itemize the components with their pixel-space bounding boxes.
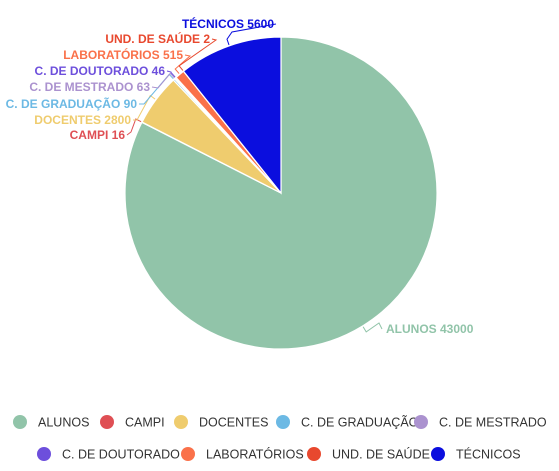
legend-item-tecnicos[interactable]: TÉCNICOS xyxy=(431,447,521,462)
leader-line-c-de-doutorado xyxy=(166,70,176,78)
slice-label-c-de-graduacao: C. DE GRADUAÇÃO 90 xyxy=(6,96,138,111)
legend-label-c-de-graduacao: C. DE GRADUAÇÃO xyxy=(301,416,419,430)
leader-line-tecnicos xyxy=(226,23,277,46)
slice-label-tecnicos: TÉCNICOS 5600 xyxy=(182,16,274,31)
legend-label-c-de-mestrado: C. DE MESTRADO xyxy=(439,416,547,430)
slice-label-c-de-mestrado: C. DE MESTRADO 63 xyxy=(29,80,150,94)
legend-item-c-de-mestrado[interactable]: C. DE MESTRADO xyxy=(414,415,547,430)
legend-label-campi: CAMPI xyxy=(125,416,165,430)
legend-item-docentes[interactable]: DOCENTES xyxy=(174,415,268,430)
legend-item-laboratorios[interactable]: LABORATÓRIOS xyxy=(181,447,304,462)
leader-line-c-de-mestrado xyxy=(151,72,175,89)
leader-line-docentes xyxy=(133,94,156,121)
legend-swatch-tecnicos xyxy=(431,447,445,461)
leader-line-alunos xyxy=(362,322,383,333)
pie-slice-tecnicos[interactable] xyxy=(182,36,282,195)
pie-slices xyxy=(124,36,438,350)
legend-item-alunos[interactable]: ALUNOS xyxy=(13,415,89,430)
pie-slice-alunos[interactable] xyxy=(124,36,438,350)
legend-swatch-laboratorios xyxy=(181,447,195,461)
legend-swatch-c-de-doutorado xyxy=(37,447,51,461)
legend-label-tecnicos: TÉCNICOS xyxy=(456,447,521,462)
slice-label-laboratorios: LABORATÓRIOS 515 xyxy=(63,47,183,62)
slice-label-docentes: DOCENTES 2800 xyxy=(34,113,131,127)
legend-swatch-und-de-saude xyxy=(307,447,321,461)
legend-label-c-de-doutorado: C. DE DOUTORADO xyxy=(62,448,180,462)
slice-label-alunos: ALUNOS 43000 xyxy=(386,322,474,336)
legend-swatch-c-de-mestrado xyxy=(414,415,428,429)
legend-swatch-c-de-graduacao xyxy=(276,415,290,429)
legend-item-c-de-graduacao[interactable]: C. DE GRADUAÇÃO xyxy=(276,415,419,430)
slice-label-c-de-doutorado: C. DE DOUTORADO 46 xyxy=(35,64,166,78)
leader-line-c-de-graduacao xyxy=(139,73,174,105)
slice-label-campi: CAMPI 16 xyxy=(70,128,126,142)
legend-label-alunos: ALUNOS xyxy=(38,416,89,430)
legend-label-docentes: DOCENTES xyxy=(199,416,268,430)
legend: ALUNOS CAMPI DOCENTES C. DE GRADUAÇÃO C. DE … xyxy=(13,415,547,462)
legend-swatch-campi xyxy=(100,415,114,429)
legend-label-laboratorios: LABORATÓRIOS xyxy=(206,447,304,462)
leader-line-laboratorios xyxy=(174,54,192,74)
legend-swatch-docentes xyxy=(174,415,188,429)
legend-swatch-alunos xyxy=(13,415,27,429)
legend-item-c-de-doutorado[interactable]: C. DE DOUTORADO xyxy=(37,447,180,462)
legend-item-campi[interactable]: CAMPI xyxy=(100,415,165,430)
leader-line-campi xyxy=(126,118,142,136)
legend-label-und-de-saude: UND. DE SAÚDE xyxy=(332,447,430,462)
legend-item-und-de-saude[interactable]: UND. DE SAÚDE xyxy=(307,447,430,462)
leader-line-und-de-saude xyxy=(178,38,218,71)
leader-lines xyxy=(126,23,383,333)
slice-label-und-de-saude: UND. DE SAÚDE 2 xyxy=(105,31,210,46)
